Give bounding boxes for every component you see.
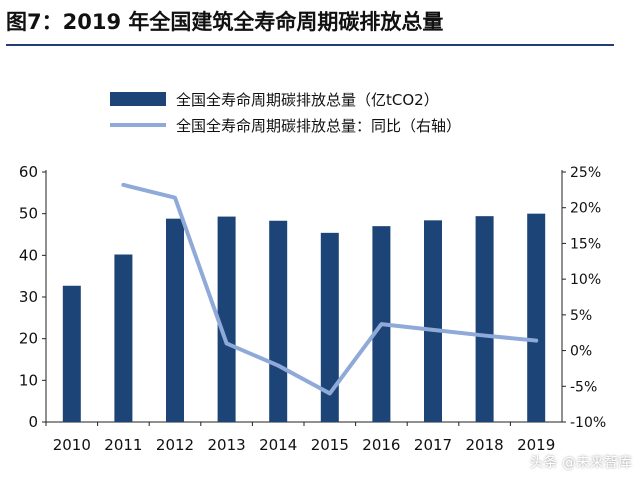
figure-title: 图7：2019 年全国建筑全寿命周期碳排放总量	[6, 10, 444, 34]
x-tick-label: 2014	[259, 436, 297, 454]
left-tick-label: 30	[19, 288, 38, 306]
x-tick-label: 2016	[362, 436, 400, 454]
x-tick-label: 2011	[104, 436, 142, 454]
right-tick-label: 15%	[570, 236, 601, 252]
x-tick-label: 2013	[208, 436, 246, 454]
axes: 0 10 20 30 40 50 60 -10% -5% 0% 5% 10% 15% 20% 25% 2010…	[19, 163, 606, 454]
right-tick-label: 0%	[570, 344, 592, 360]
x-tick-label: 2017	[414, 436, 452, 454]
left-tick-label: 50	[19, 205, 38, 223]
left-tick-label: 60	[19, 163, 38, 181]
yoy-line	[121, 182, 539, 396]
legend: 全国全寿命周期碳排放总量（亿tCO2） 全国全寿命周期碳排放总量：同比（右轴）	[110, 91, 461, 135]
left-tick-label: 0	[28, 413, 38, 431]
left-tick-label: 10	[19, 371, 38, 389]
bar	[62, 285, 81, 422]
left-tick-label: 20	[19, 330, 38, 348]
right-tick-label: -10%	[570, 415, 606, 431]
bar	[114, 254, 133, 422]
right-tick-label: -5%	[570, 379, 597, 395]
x-tick-label: 2010	[53, 436, 91, 454]
legend-label-line: 全国全寿命周期碳排放总量：同比（右轴）	[176, 117, 461, 135]
right-tick-label: 5%	[570, 308, 592, 324]
right-tick-label: 20%	[570, 201, 601, 217]
legend-swatch-bar	[110, 92, 166, 106]
title-divider	[6, 44, 614, 46]
bar	[527, 213, 546, 422]
right-tick-label: 10%	[570, 272, 601, 288]
bar	[166, 218, 184, 422]
x-tick-label: 2015	[311, 436, 349, 454]
watermark: 头条 @未来智库	[529, 455, 632, 471]
legend-label-bar: 全国全寿命周期碳排放总量（亿tCO2）	[176, 91, 439, 109]
bar	[475, 216, 494, 422]
x-tick-label: 2012	[156, 436, 194, 454]
bar	[217, 216, 236, 422]
bar	[269, 220, 288, 422]
left-tick-label: 40	[19, 246, 38, 264]
bars	[62, 213, 546, 422]
bar	[320, 232, 339, 422]
bar	[424, 220, 442, 422]
x-tick-label: 2019	[517, 436, 555, 454]
x-tick-label: 2018	[466, 436, 504, 454]
right-tick-label: 25%	[570, 165, 601, 181]
